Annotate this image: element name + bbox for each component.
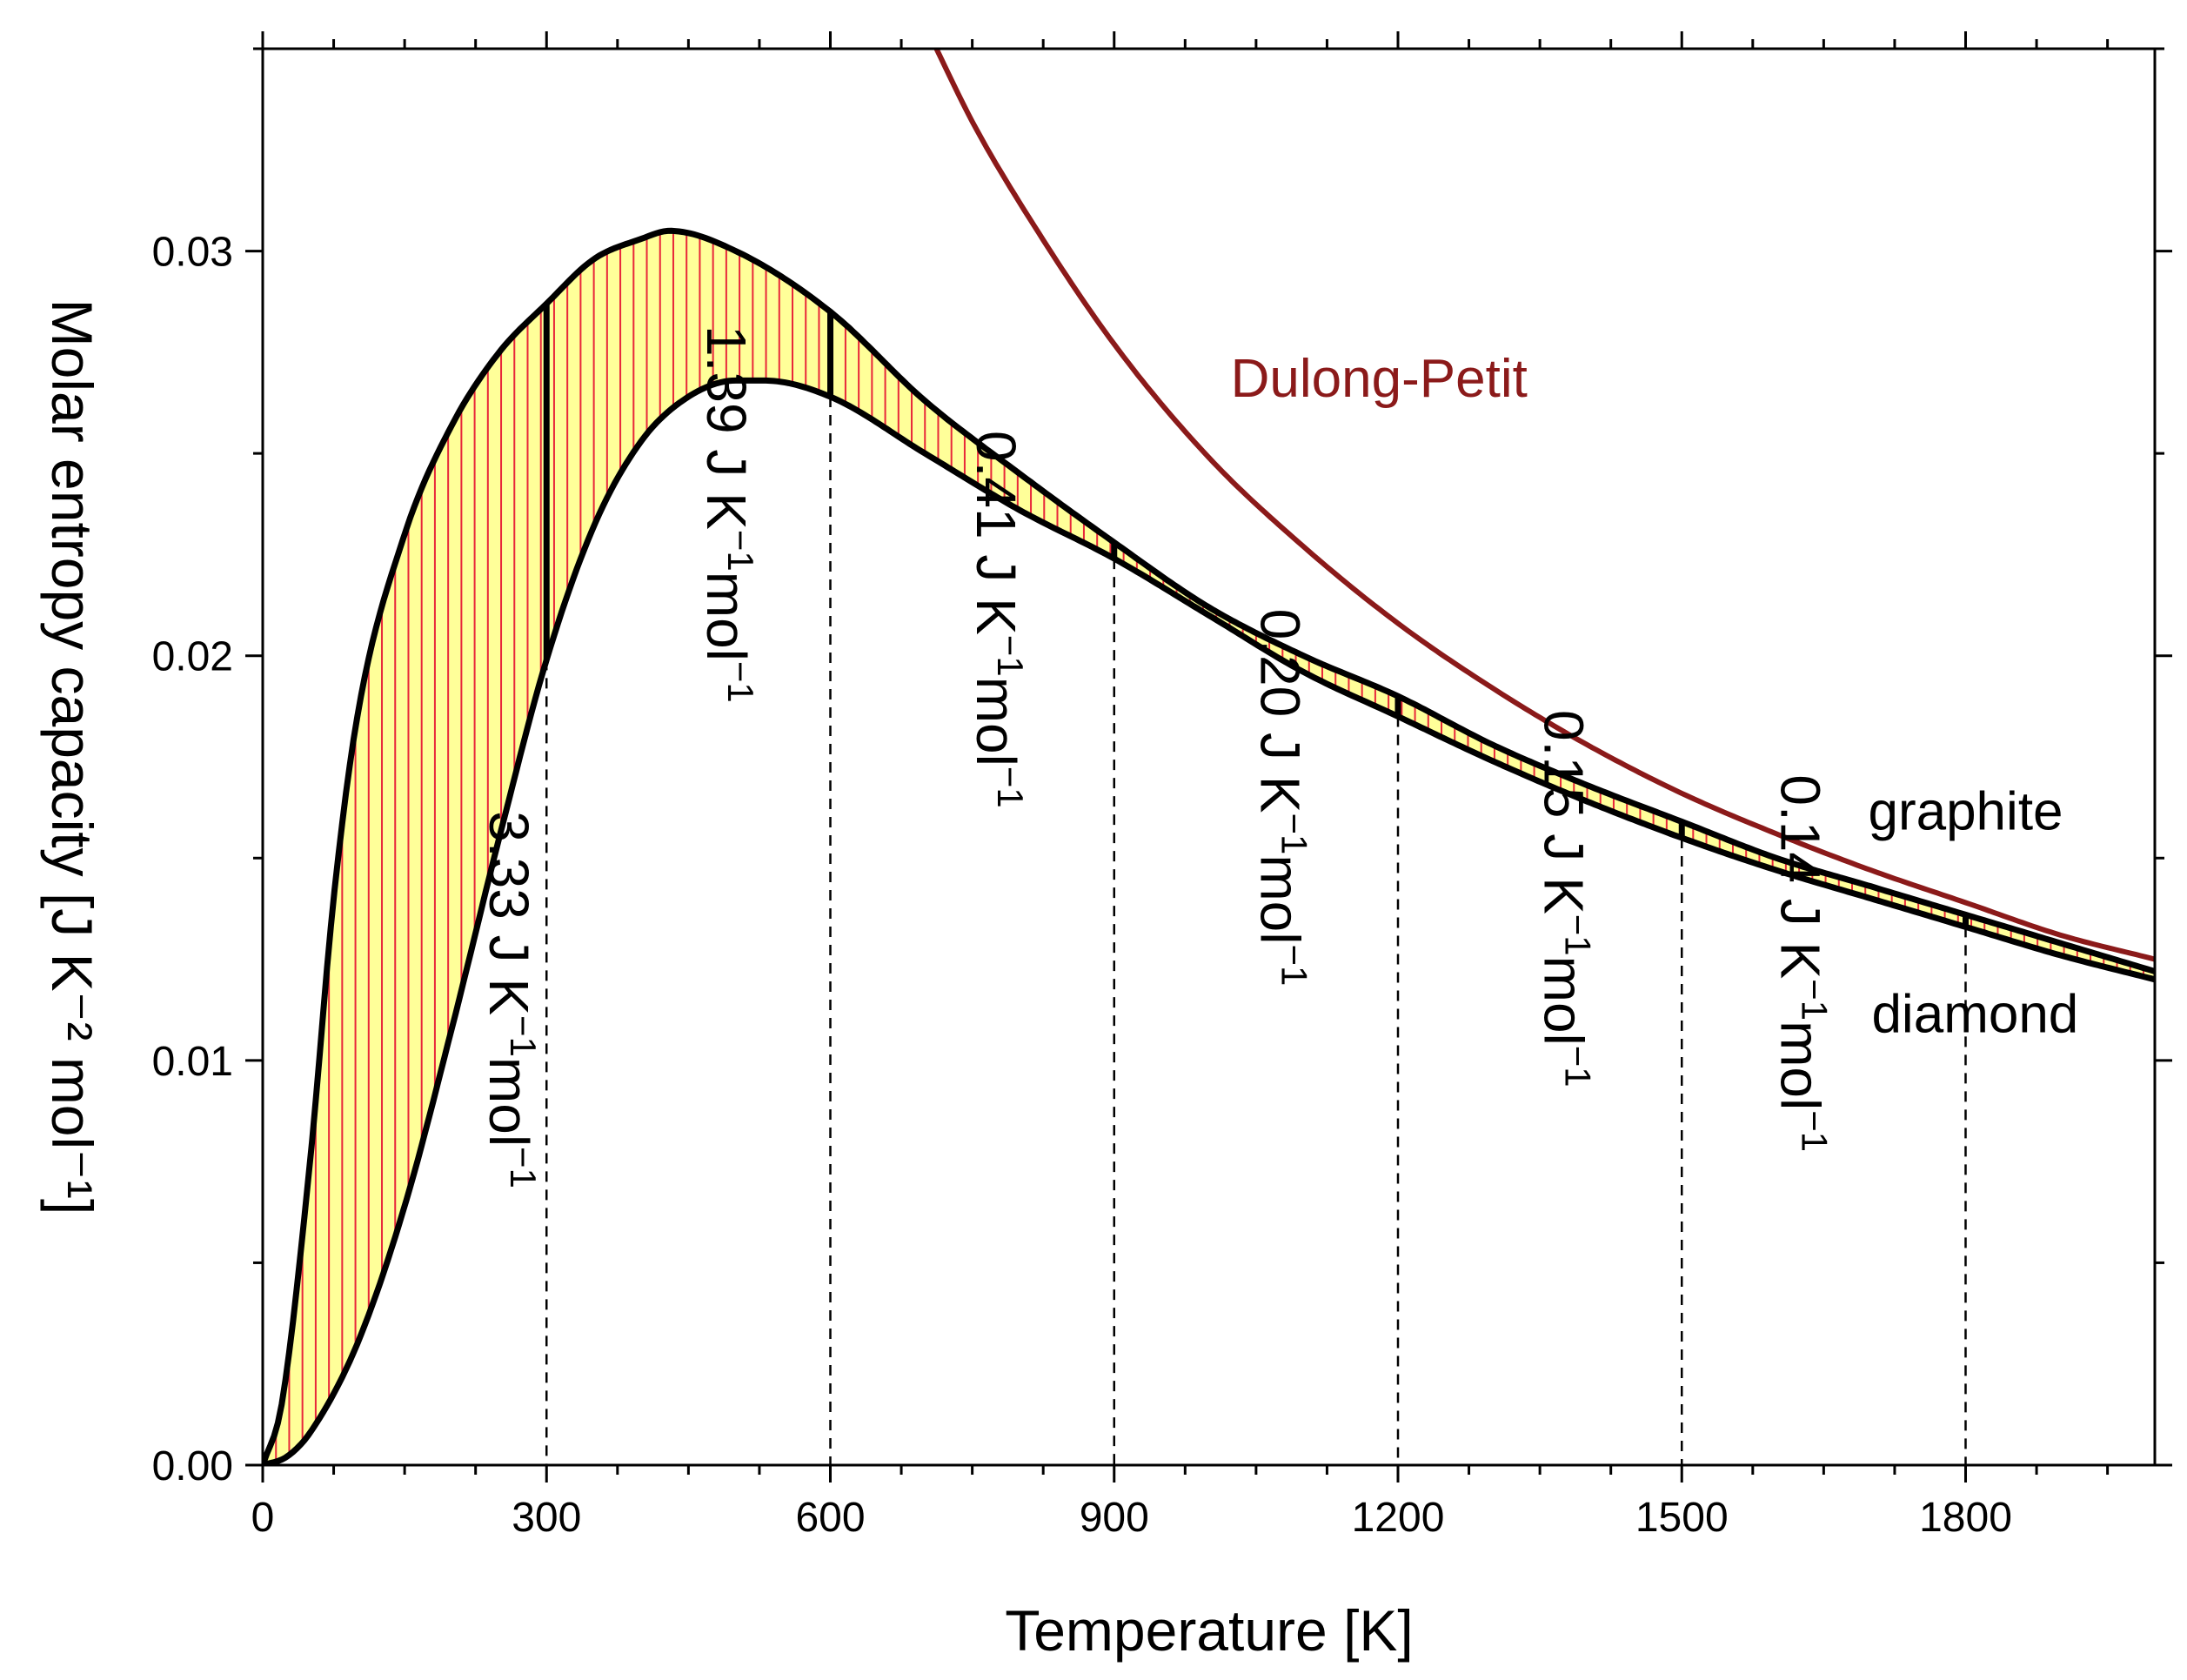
label-text: 0.15 J K: [1533, 710, 1595, 914]
series-lines: [263, 49, 2155, 1465]
y-tick-label: 0.02: [152, 634, 233, 680]
label-unit: mol: [695, 572, 758, 661]
label-sup: −1: [720, 661, 761, 703]
diamond-label: diamond: [1871, 984, 2078, 1044]
interval-label-3: 0.20 J K−1mol−1: [1248, 609, 1314, 987]
label-sup: −1: [1274, 944, 1314, 986]
label-sup: −1: [720, 530, 761, 572]
label-unit: mol: [1769, 1021, 1831, 1110]
label-sup: −1: [1794, 979, 1835, 1021]
label-text: 1.39 J K: [695, 325, 758, 530]
label-text: 0.20 J K: [1248, 609, 1311, 813]
label-sup: −1: [503, 1147, 544, 1188]
y-tick-label: 0.03: [152, 230, 233, 276]
interval-label-2: 0.41 J K−1mol−1: [965, 431, 1031, 808]
label-text: 0.14 J K: [1769, 774, 1831, 979]
interval-label-1: 1.39 J K−1mol−1: [695, 325, 761, 703]
label-sup: −1: [990, 766, 1031, 808]
interval-label-0: 3.33 J K−1mol−1: [478, 811, 544, 1188]
axis-ticks: 0 300 600 900 1200 1500 1800 0.00 0.01 0.02 0.03: [152, 31, 2172, 1541]
x-tick-label: 600: [795, 1495, 865, 1541]
interval-annotations: 3.33 J K−1mol−11.39 J K−1mol−10.41 J K−1…: [478, 325, 1835, 1188]
graphite-label: graphite: [1868, 782, 2063, 842]
x-tick-label: 300: [512, 1495, 581, 1541]
y-tick-label: 0.01: [152, 1039, 233, 1085]
x-tick-label: 0: [251, 1495, 275, 1541]
label-sup: −1: [503, 1015, 544, 1057]
plot-border: [261, 47, 2157, 1467]
dulong-petit-label: Dulong-Petit: [1231, 349, 1528, 409]
x-tick-label: 1500: [1635, 1495, 1729, 1541]
interval-label-4: 0.15 J K−1mol−1: [1533, 710, 1599, 1088]
label-sup: −1: [1794, 1110, 1835, 1152]
label-sup: −1: [1274, 813, 1314, 854]
graphite-line: [263, 227, 2155, 1465]
label-text: 0.41 J K: [965, 431, 1027, 635]
plot-frame: [261, 47, 2157, 1467]
label-unit: mol: [478, 1057, 540, 1147]
interval-label-5: 0.14 J K−1mol−1: [1769, 774, 1835, 1152]
x-tick-label: 900: [1080, 1495, 1149, 1541]
y-tick-label: 0.00: [152, 1443, 233, 1489]
label-unit: mol: [1533, 956, 1595, 1046]
dulong-petit-line: [933, 49, 2155, 962]
x-tick-label: 1800: [1919, 1495, 2012, 1541]
interval-boundary-lines: [543, 304, 1969, 1465]
x-tick-label: 1200: [1352, 1495, 1445, 1541]
label-sup: −1: [1558, 1046, 1599, 1088]
label-sup: −1: [1558, 914, 1599, 956]
label-unit: mol: [965, 677, 1027, 766]
label-sup: −1: [990, 635, 1031, 677]
x-axis-title: Temperature [K]: [1005, 1598, 1414, 1663]
label-unit: mol: [1248, 854, 1311, 944]
diamond-line: [263, 377, 2155, 1465]
y-axis-title: Molar entropy capacity [J K⁻² mol⁻¹]: [40, 299, 104, 1215]
label-text: 3.33 J K: [478, 811, 540, 1015]
